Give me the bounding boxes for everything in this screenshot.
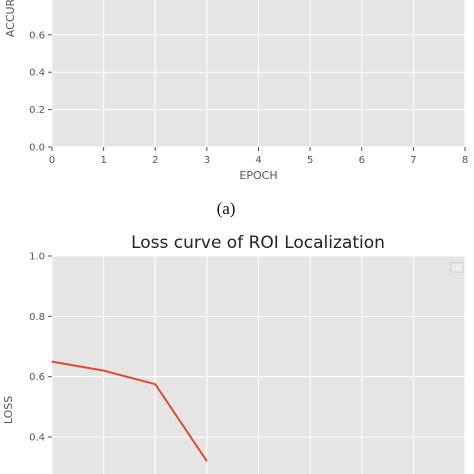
loss-grid bbox=[51, 255, 466, 474]
loss-chart: Loss curve of ROI Localization 0.4 0.6 0.8… bbox=[2, 233, 466, 474]
accuracy-x-ticks: 0 1 2 3 4 5 6 7 8 bbox=[49, 147, 468, 166]
y-tick-label: 0.6 bbox=[29, 30, 45, 41]
y-tick-label: 0.0 bbox=[29, 143, 45, 154]
y-tick-label: 1.0 bbox=[29, 252, 45, 263]
x-tick-label: 2 bbox=[152, 155, 158, 166]
loss-series-line bbox=[51, 360, 208, 462]
x-tick-label: 0 bbox=[49, 155, 55, 166]
y-tick-label: 0.2 bbox=[29, 105, 45, 116]
accuracy-x-axis-label: EPOCH bbox=[239, 169, 277, 182]
x-tick-label: 5 bbox=[307, 155, 313, 166]
x-tick-label: 6 bbox=[359, 155, 365, 166]
x-tick-label: 4 bbox=[255, 155, 261, 166]
accuracy-y-ticks: 0.0 0.2 0.4 0.6 bbox=[29, 30, 52, 154]
legend-box bbox=[450, 262, 464, 273]
x-tick-label: 8 bbox=[462, 155, 468, 166]
accuracy-chart: 0 1 2 3 4 5 6 7 8 0.0 0.2 0.4 0.6 EPOCH ACCUR bbox=[4, 0, 468, 182]
x-tick-label: 7 bbox=[410, 155, 416, 166]
loss-y-axis-label: LOSS bbox=[2, 396, 15, 424]
loss-chart-title: Loss curve of ROI Localization bbox=[131, 233, 385, 253]
figure-caption: (a) bbox=[217, 199, 236, 218]
y-tick-label: 0.6 bbox=[29, 372, 45, 383]
loss-series-points bbox=[51, 361, 207, 462]
x-tick-label: 3 bbox=[204, 155, 210, 166]
y-tick-label: 0.4 bbox=[29, 433, 45, 444]
accuracy-y-axis-label: ACCUR bbox=[4, 0, 17, 37]
loss-y-ticks: 0.4 0.6 0.8 1.0 bbox=[29, 252, 52, 444]
x-tick-label: 1 bbox=[100, 155, 106, 166]
y-tick-label: 0.4 bbox=[29, 68, 45, 79]
y-tick-label: 0.8 bbox=[29, 312, 45, 323]
